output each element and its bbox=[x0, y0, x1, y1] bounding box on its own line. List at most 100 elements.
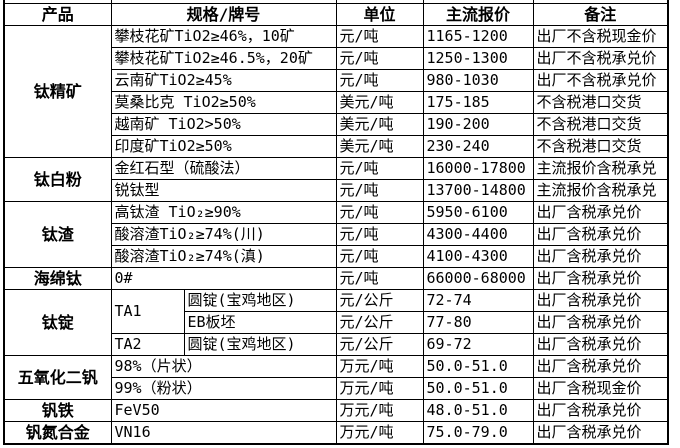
note-cell: 出厂含税承兑价 bbox=[532, 399, 669, 422]
price-cell: 1165-1200 bbox=[422, 25, 534, 48]
note-cell: 出厂含税承兑价 bbox=[532, 333, 669, 356]
product-cell: 海绵钛 bbox=[3, 267, 112, 290]
spec-cell: EB板坯 bbox=[183, 311, 337, 334]
spec-cell: 酸溶渣TiO₂≥74%(滇) bbox=[110, 245, 337, 268]
note-cell: 出厂含税现金价 bbox=[532, 377, 669, 400]
note-cell: 不含税港口交货 bbox=[532, 113, 669, 136]
product-cell: 钛渣 bbox=[3, 201, 112, 268]
note-cell: 不含税港口交货 bbox=[532, 135, 669, 158]
titanium-price-table: 产品 规格/牌号 单位 主流报价 备注 钛精矿 攀枝花矿TiO2≥46%，10矿… bbox=[3, 0, 669, 445]
unit-cell: 元/吨 bbox=[335, 25, 424, 48]
spec-cell: 云南矿TiO2≥45% bbox=[110, 69, 337, 92]
note-cell: 出厂含税承兑价 bbox=[532, 267, 669, 290]
unit-cell: 万元/吨 bbox=[335, 399, 424, 422]
spec-cell: 圆锭(宝鸡地区) bbox=[183, 289, 337, 312]
table-row: 钛精矿 攀枝花矿TiO2≥46%，10矿 元/吨 1165-1200 出厂不含税… bbox=[3, 25, 669, 158]
note-cell: 出厂含税承兑价 bbox=[532, 245, 669, 268]
product-cell: 五氧化二钒 bbox=[3, 355, 112, 400]
unit-cell: 元/吨 bbox=[335, 267, 424, 290]
header-unit: 单位 bbox=[335, 3, 424, 26]
spec-cell: 攀枝花矿TiO2≥46.5%，20矿 bbox=[110, 47, 337, 70]
spec-cell: 攀枝花矿TiO2≥46%，10矿 bbox=[110, 25, 337, 48]
table-row: 钒氮合金 VN16 万元/吨 75.0-79.0 出厂含税承兑价 bbox=[3, 421, 669, 445]
spec-cell: 98%（片状） bbox=[110, 355, 337, 378]
price-cell: 66000-68000 bbox=[422, 267, 534, 290]
header-row: 产品 规格/牌号 单位 主流报价 备注 bbox=[3, 3, 669, 26]
table-row: 海绵钛 0# 元/吨 66000-68000 出厂含税承兑价 bbox=[3, 267, 669, 290]
unit-cell: 元/吨 bbox=[335, 157, 424, 180]
spec-cell: 99%（粉状） bbox=[110, 377, 337, 400]
price-cell: 50.0-51.0 bbox=[422, 355, 534, 378]
product-cell: 钛白粉 bbox=[3, 157, 112, 202]
unit-cell: 万元/吨 bbox=[335, 421, 424, 445]
unit-cell: 元/公斤 bbox=[335, 311, 424, 334]
spec-cell: 圆锭(宝鸡地区) bbox=[183, 333, 337, 356]
note-cell: 出厂含税承兑价 bbox=[532, 311, 669, 334]
unit-cell: 元/吨 bbox=[335, 47, 424, 70]
note-cell: 不含税港口交货 bbox=[532, 91, 669, 114]
price-cell: 16000-17800 bbox=[422, 157, 534, 180]
unit-cell: 美元/吨 bbox=[335, 135, 424, 158]
price-cell: 230-240 bbox=[422, 135, 534, 158]
note-cell: 出厂含税承兑价 bbox=[532, 421, 669, 445]
price-cell: 50.0-51.0 bbox=[422, 377, 534, 400]
note-cell: 出厂不含税承兑价 bbox=[532, 69, 669, 92]
price-cell: 13700-14800 bbox=[422, 179, 534, 202]
unit-cell: 美元/吨 bbox=[335, 91, 424, 114]
grade-cell: TA2 bbox=[110, 333, 185, 356]
table-row: 钒铁 FeV50 万元/吨 48.0-51.0 出厂含税承兑价 bbox=[3, 399, 669, 422]
price-cell: 48.0-51.0 bbox=[422, 399, 534, 422]
price-cell: 4100-4300 bbox=[422, 245, 534, 268]
spec-cell: 锐钛型 bbox=[110, 179, 337, 202]
spec-cell: VN16 bbox=[110, 421, 337, 445]
unit-cell: 元/吨 bbox=[335, 245, 424, 268]
unit-cell: 元/吨 bbox=[335, 201, 424, 224]
price-cell: 4300-4400 bbox=[422, 223, 534, 246]
spec-cell: 印度矿TiO2≥50% bbox=[110, 135, 337, 158]
spec-cell: FeV50 bbox=[110, 399, 337, 422]
table-row: 钛锭 TA1 圆锭(宝鸡地区) 元/公斤 72-74 出厂含税承兑价 bbox=[3, 289, 669, 356]
note-cell: 出厂含税承兑价 bbox=[532, 223, 669, 246]
price-cell: 980-1030 bbox=[422, 69, 534, 92]
unit-cell: 元/公斤 bbox=[335, 333, 424, 356]
note-cell: 出厂含税承兑价 bbox=[532, 289, 669, 312]
note-cell: 主流报价含税承兑 bbox=[532, 157, 669, 180]
spec-cell: 越南矿 TiO2>50% bbox=[110, 113, 337, 136]
spec-cell: 酸溶渣TiO₂≥74%(川) bbox=[110, 223, 337, 246]
note-cell: 出厂不含税现金价 bbox=[532, 25, 669, 48]
table-row: 钛渣 高钛渣 TiO₂≥90% 元/吨 5950-6100 出厂含税承兑价 bbox=[3, 201, 669, 268]
price-cell: 77-80 bbox=[422, 311, 534, 334]
unit-cell: 元/吨 bbox=[335, 223, 424, 246]
header-price: 主流报价 bbox=[422, 3, 534, 26]
note-cell: 出厂含税承兑价 bbox=[532, 355, 669, 378]
price-cell: 72-74 bbox=[422, 289, 534, 312]
price-cell: 75.0-79.0 bbox=[422, 421, 534, 445]
unit-cell: 元/吨 bbox=[335, 179, 424, 202]
table-row: 五氧化二钒 98%（片状） 万元/吨 50.0-51.0 出厂含税承兑价 bbox=[3, 355, 669, 400]
note-cell: 主流报价含税承兑 bbox=[532, 179, 669, 202]
unit-cell: 元/吨 bbox=[335, 69, 424, 92]
unit-cell: 万元/吨 bbox=[335, 355, 424, 378]
table-row: 印度矿TiO2≥50% 美元/吨 230-240 不含税港口交货 bbox=[4, 135, 669, 158]
spec-cell: 高钛渣 TiO₂≥90% bbox=[110, 201, 337, 224]
price-cell: 190-200 bbox=[422, 113, 534, 136]
table-row: 钛白粉 金红石型（硫酸法） 元/吨 16000-17800 主流报价含税承兑 bbox=[3, 157, 669, 202]
header-spec: 规格/牌号 bbox=[110, 3, 337, 26]
product-cell: 钛锭 bbox=[3, 289, 112, 356]
unit-cell: 万元/吨 bbox=[335, 377, 424, 400]
note-cell: 出厂不含税承兑价 bbox=[532, 47, 669, 70]
header-product: 产品 bbox=[3, 3, 112, 26]
table-row: 越南矿 TiO2>50% 美元/吨 190-200 不含税港口交货 bbox=[4, 113, 669, 136]
table-row: 99%（粉状） 万元/吨 50.0-51.0 出厂含税现金价 bbox=[4, 377, 669, 400]
table-row: TA2 圆锭(宝鸡地区) 元/公斤 69-72 出厂含税承兑价 bbox=[4, 333, 669, 356]
price-cell: 175-185 bbox=[422, 91, 534, 114]
price-cell: 1250-1300 bbox=[422, 47, 534, 70]
spec-cell: 金红石型（硫酸法） bbox=[110, 157, 337, 180]
note-cell: 出厂含税承兑价 bbox=[532, 201, 669, 224]
table-row: 酸溶渣TiO₂≥74%(滇) 元/吨 4100-4300 出厂含税承兑价 bbox=[4, 245, 669, 268]
unit-cell: 美元/吨 bbox=[335, 113, 424, 136]
spec-cell: 0# bbox=[110, 267, 337, 290]
grade-cell: TA1 bbox=[110, 289, 185, 334]
unit-cell: 元/公斤 bbox=[335, 289, 424, 312]
table-row: 攀枝花矿TiO2≥46.5%，20矿 元/吨 1250-1300 出厂不含税承兑… bbox=[4, 47, 669, 70]
